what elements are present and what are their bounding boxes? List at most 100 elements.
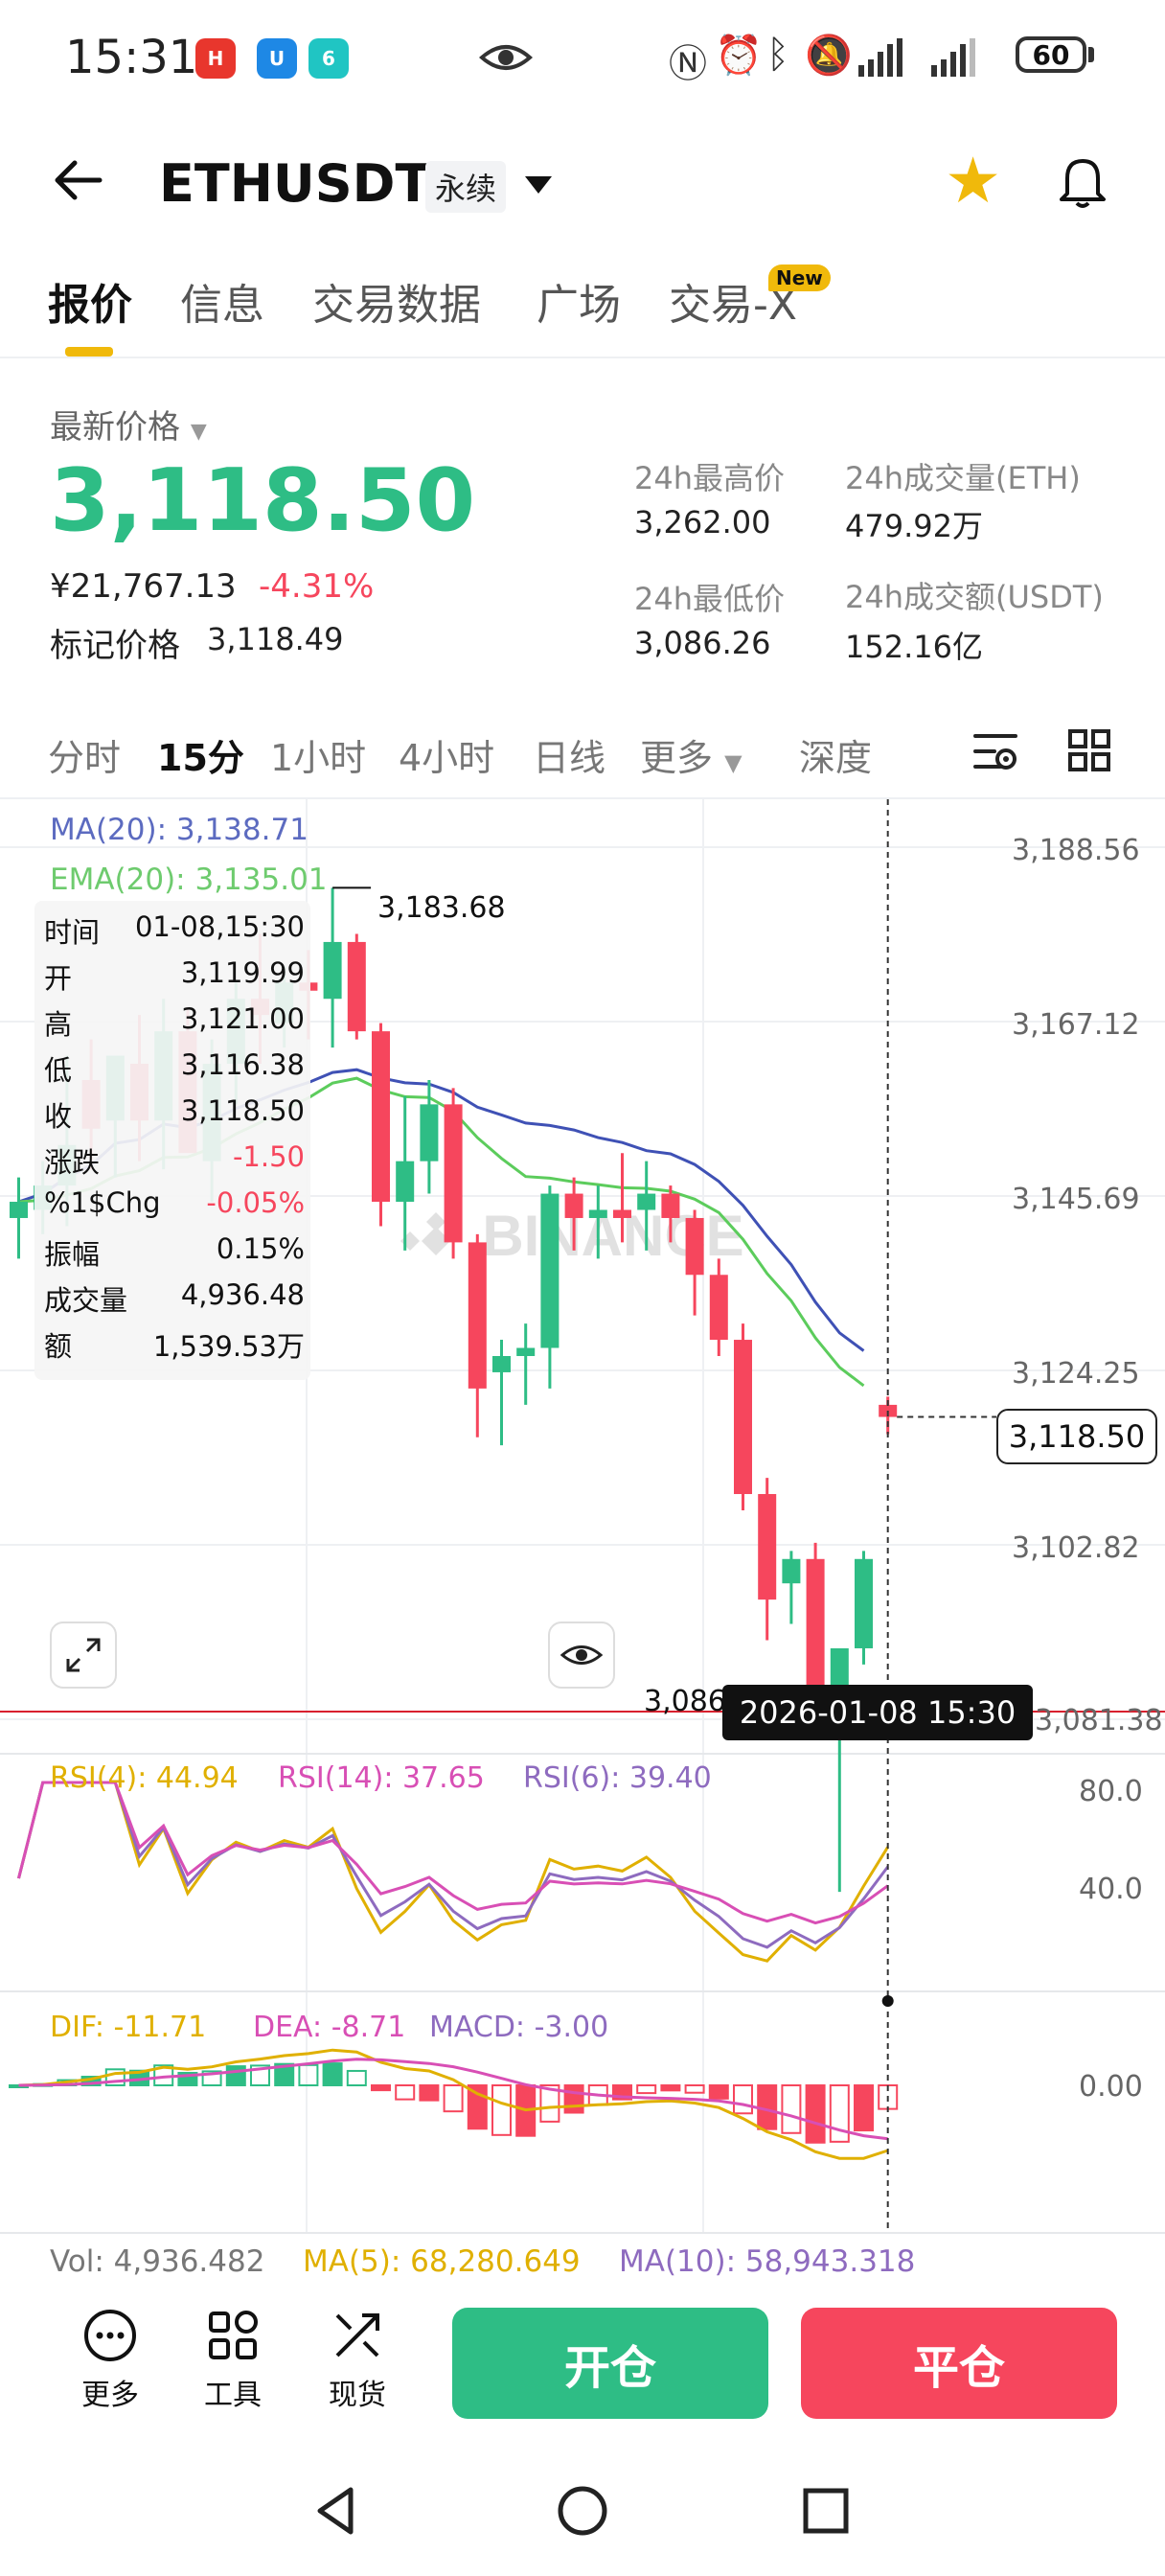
macd-bar [322, 2062, 343, 2087]
current-price-tag: 3,118.50 [996, 1409, 1157, 1464]
open-position-button[interactable]: 开仓 [452, 2308, 768, 2419]
rsi14-label: RSI(14): 37.65 [278, 1761, 485, 1795]
macd-bar [225, 2065, 246, 2087]
crosshair-date-tag: 2026-01-08 15:30 [722, 1685, 1033, 1740]
candle-body [830, 1647, 849, 1690]
rsi-axis-label: 80.0 [1079, 1775, 1143, 1808]
interval-more[interactable]: 更多 ▼ [640, 737, 742, 779]
symbol-title[interactable]: ETHUSDT [159, 153, 431, 214]
high-marker: 3,183.68 [377, 891, 506, 925]
expand-icon[interactable] [50, 1622, 117, 1689]
change-percent: -4.31% [259, 567, 375, 606]
tooltip-row: 时间 01-08,15:30 [44, 910, 305, 949]
mark-price-value: 3,118.49 [207, 621, 344, 657]
nav-home-icon[interactable] [554, 2482, 611, 2543]
tools-icon [209, 2311, 258, 2359]
tooltip-row: 低 3,116.38 [44, 1048, 305, 1087]
latest-price-label[interactable]: 最新价格 ▼ [50, 408, 207, 447]
contract-type-badge: 永续 [425, 161, 507, 213]
status-bar: 15:31 H U 6 Ⓝ ⏰ ᛒ 🔕 60 [0, 0, 1165, 115]
candle-body [782, 1558, 801, 1584]
nfc-icon: Ⓝ [669, 42, 707, 86]
back-arrow-icon[interactable] [52, 153, 105, 219]
low-24h-label: 24h最低价 [634, 581, 786, 617]
more-icon [84, 2310, 136, 2361]
candle-body [516, 1347, 536, 1356]
dif-line [18, 2048, 889, 2160]
tooltip-row: 涨跌 -1.50 [44, 1140, 305, 1179]
depth-tab[interactable]: 深度 [799, 737, 873, 779]
macd-bar [660, 2084, 681, 2092]
nav-back-icon[interactable] [308, 2482, 366, 2543]
turnover-24h-label: 24h成交额(USDT) [845, 579, 1104, 615]
cny-price: ¥21,767.13 [50, 567, 237, 606]
macd-bar [539, 2084, 560, 2123]
interval-4h[interactable]: 4小时 [399, 737, 495, 779]
signal-icon [858, 36, 983, 82]
price-axis-label: 3,145.69 [1012, 1183, 1140, 1216]
macd-label: MACD: -3.00 [429, 2011, 609, 2044]
candle-body [637, 1193, 656, 1210]
tooltip-row: 额 1,539.53万 [44, 1330, 305, 1363]
candle-body [588, 1209, 607, 1218]
candle-body [613, 1209, 631, 1218]
candle-body [661, 1193, 680, 1218]
candle-body [347, 941, 366, 1032]
tab-quote[interactable]: 报价 [48, 281, 132, 330]
chart-settings-icon[interactable] [971, 728, 1019, 778]
ema20-label: EMA(20): 3,135.01 [50, 862, 328, 897]
tooltip-row: 高 3,121.00 [44, 1002, 305, 1041]
macd-bar [371, 2084, 391, 2092]
candle-body [540, 1193, 560, 1348]
eye-toggle-icon[interactable] [548, 1622, 615, 1689]
macd-bar [467, 2084, 488, 2130]
vol-ma5-label: MA(5): 68,280.649 [303, 2244, 581, 2279]
grid-layout-icon[interactable] [1067, 728, 1111, 776]
low-24h-value: 3,086.26 [634, 625, 771, 661]
more-button[interactable]: 更多 [57, 2308, 163, 2413]
macd-bar [781, 2084, 802, 2134]
interval-1d[interactable]: 日线 [533, 737, 606, 779]
huawei-appgallery-icon: H [195, 38, 236, 79]
battery-tip [1088, 47, 1094, 62]
candle-body [709, 1275, 728, 1341]
macd-bar [854, 2084, 874, 2132]
candle-body [806, 1558, 825, 1690]
bell-icon[interactable] [1054, 151, 1111, 209]
caret-down-icon[interactable] [523, 167, 554, 203]
macd-bar [104, 2068, 126, 2087]
ma20-label: MA(20): 3,138.71 [50, 813, 308, 847]
nav-recents-icon[interactable] [797, 2482, 855, 2543]
tools-button[interactable]: 工具 [180, 2308, 286, 2413]
mark-price-label: 标记价格 [50, 627, 180, 665]
macd-bar [684, 2084, 705, 2094]
dea-line [18, 2058, 888, 2141]
tab-info[interactable]: 信息 [180, 281, 264, 330]
candle-body [323, 941, 342, 1000]
macd-axis-label: 0.00 [1079, 2070, 1143, 2104]
tooltip-row: 收 3,118.50 [44, 1094, 305, 1133]
divider [0, 797, 1165, 799]
macd-bar [346, 2069, 367, 2087]
candle-body [468, 1242, 487, 1389]
candle-body [758, 1494, 777, 1600]
vol-24h-label: 24h成交量(ETH) [845, 460, 1081, 496]
rsi4-label: RSI(4): 44.94 [50, 1761, 239, 1795]
price-axis-label: 3,124.25 [1012, 1357, 1140, 1391]
interval-timeline[interactable]: 分时 [48, 737, 122, 779]
price-axis-label: 3,167.12 [1012, 1008, 1140, 1042]
macd-bar [829, 2084, 850, 2143]
tab-square[interactable]: 广场 [537, 281, 621, 330]
leaf-app-icon: 6 [308, 38, 349, 79]
macd-bar [395, 2084, 416, 2101]
status-time: 15:31 [65, 31, 198, 84]
tab-trading-data[interactable]: 交易数据 [312, 281, 481, 330]
kline-chart[interactable]: BINANCE [0, 795, 1165, 2290]
macd-bar [563, 2084, 584, 2114]
interval-1h[interactable]: 1小时 [270, 737, 367, 779]
star-icon[interactable]: ★ [945, 144, 1002, 218]
new-badge: New [768, 264, 831, 291]
spot-button[interactable]: 现货 [305, 2308, 410, 2413]
close-position-button[interactable]: 平仓 [801, 2308, 1117, 2419]
interval-15m[interactable]: 15分 [157, 737, 244, 779]
